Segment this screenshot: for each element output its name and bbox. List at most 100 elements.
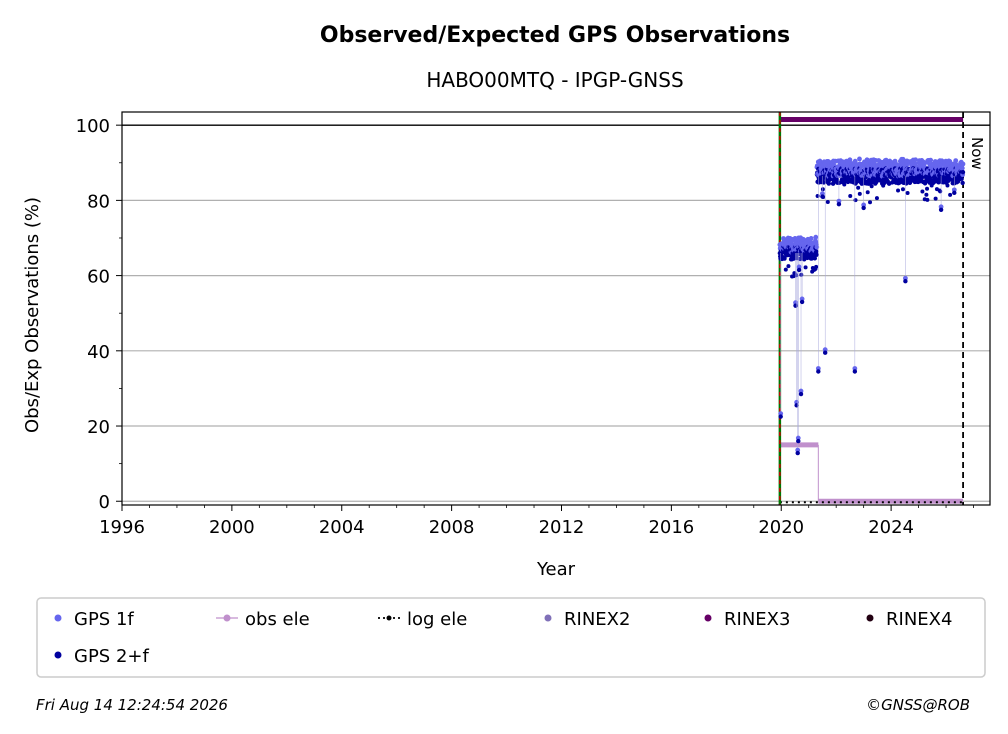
legend-item: GPS 1f [54,609,134,630]
gps-2f-point [795,450,800,456]
y-tick-label: 60 [87,267,110,288]
x-tick-label: 2004 [319,517,365,538]
x-tick-label: 2000 [209,517,255,538]
gps-1f-point [928,157,934,163]
legend-swatch [386,615,392,621]
gps-2f-point [842,182,847,187]
gps-1f-point [857,156,862,162]
legend-label: RINEX2 [564,609,630,630]
gps-1f-point [847,157,853,163]
legend-label: GPS 1f [74,609,134,630]
gps-2f-point [856,185,861,190]
gps-1f-point [808,235,814,241]
gps-1f-point [852,158,858,164]
legend-item: log ele [378,609,467,630]
gps-2f-point [919,176,924,181]
gps-2f-point [948,192,953,197]
plot-marks [777,112,966,505]
legend-box [36,597,986,678]
gps-2f-point [814,252,819,257]
gps-2f-point [938,189,943,194]
gps-2f-point [836,201,842,207]
gps-2f-point [959,176,964,181]
gps-2f-point [960,180,965,186]
x-axis-label: Year [536,559,576,580]
x-tick-label: 2016 [648,517,694,538]
legend-swatch [54,651,62,659]
gps-2f-point [820,194,825,199]
gps-2f-point [815,194,820,199]
gps-2f-point [924,192,929,197]
gps-2f-point [848,194,853,199]
gps-1f-point [959,165,965,171]
y-tick-label: 40 [87,342,110,363]
chart-title: Observed/Expected GPS Observations [320,23,790,48]
y-tick-label: 100 [76,116,110,137]
gps-2f-point [925,197,930,202]
gps-2f-point [936,180,941,185]
gps-2f-point [796,267,802,273]
gps-2f-point [903,279,908,284]
legend-item: RINEX3 [704,609,790,630]
gps-2f-point [812,256,818,261]
gps-2f-point [933,196,938,201]
gps-2f-point [786,264,791,269]
gps-1f-point [893,161,899,167]
gps-2f-point [814,249,819,254]
plot-frame [121,111,991,506]
gps-2f-point [814,264,819,269]
x-tick-label: 2012 [539,517,585,538]
gps-2f-point [938,207,944,212]
gps-2f-point [865,190,870,195]
now-label: Now [968,137,986,170]
gps-2f-point [905,190,910,195]
legend-label: RINEX3 [724,609,790,630]
legend-item: obs ele [216,609,310,630]
x-tick-label: 2024 [868,517,914,538]
y-tick-label: 20 [87,417,110,438]
y-axis: 0 20 40 60 80 100 [76,116,122,513]
x-tick-label: 2020 [758,517,804,538]
x-axis: 1996 2000 2004 2008 2012 2016 2020 2024 [99,505,974,538]
legend-item: RINEX4 [866,609,952,630]
gps-2f-point [798,391,804,397]
footer-timestamp: Fri Aug 14 12:24:54 2026 [36,696,228,714]
gps-2f-point [794,273,799,278]
chart-subtitle: HABO00MTQ - IPGP-GNSS [426,68,683,92]
legend-label: GPS 2+f [74,646,149,667]
legend-label: log ele [407,609,467,630]
gps-1f-point [953,158,959,164]
x-tick-label: 1996 [99,517,145,538]
gps-2f-point [837,180,842,185]
legend-label: RINEX4 [886,609,952,630]
gps-2f-point [796,438,801,444]
gps-2f-point [861,205,866,211]
y-axis-label: Obs/Exp Observations (%) [22,197,43,433]
legend-swatch [866,614,874,622]
gps-1f-point [813,234,819,240]
gps-2f-point [778,414,783,419]
gps-2f-point [820,187,825,192]
gps-2f-point [799,299,805,305]
legend-item: GPS 2+f [54,646,149,667]
gps-1f-point [960,161,966,167]
gps-2f-point [869,184,874,189]
legend-label: obs ele [245,609,310,630]
gps-2f-point [803,265,808,270]
legend-item: RINEX2 [544,609,630,630]
gps-2f-point [822,350,828,355]
legend-swatch [54,614,62,622]
gps-2f-point [816,369,821,374]
gps-1f-point [913,157,918,163]
gps-2f-point [853,198,858,203]
legend: GPS 1f obs ele log ele RINEX2 RINEX3 RINEX4 GP… [54,609,952,667]
gps-1f-point [912,161,918,167]
gps-2f-point [960,169,966,175]
legend-swatch [544,614,552,622]
gps-2f-point [900,187,905,192]
gps-2f-point [799,272,804,277]
gps-2f-point [874,196,879,201]
gps-2f-point [825,199,830,204]
gps-2f-point [952,190,957,196]
